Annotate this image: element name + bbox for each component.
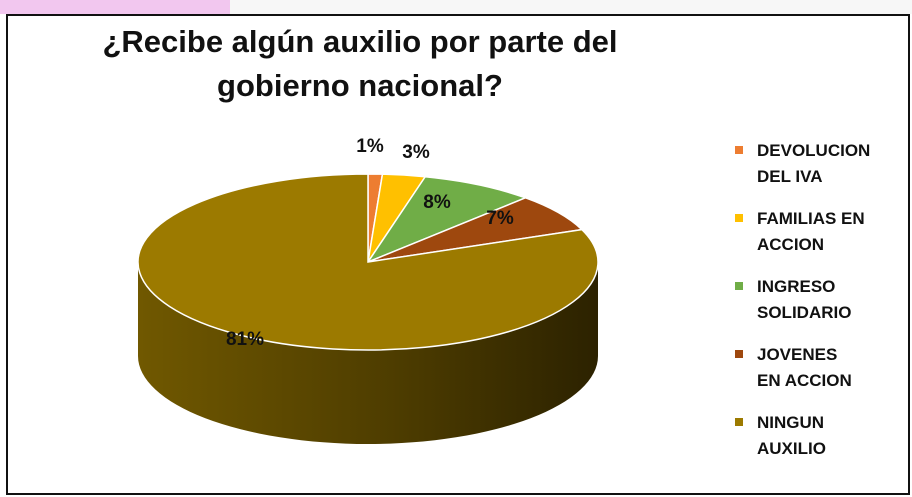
data-label: 81% — [226, 329, 264, 350]
legend-item: NINGUN AUXILIO — [735, 410, 905, 462]
data-label: 7% — [486, 208, 514, 229]
pie-slice-side — [138, 262, 598, 444]
legend-label: NINGUN AUXILIO — [757, 413, 826, 458]
legend-item: JOVENES EN ACCION — [735, 342, 905, 394]
data-label: 8% — [423, 192, 451, 213]
legend-swatch — [735, 146, 743, 154]
legend-label: JOVENES EN ACCION — [757, 345, 852, 390]
legend-swatch — [735, 350, 743, 358]
legend-item: FAMILIAS EN ACCION — [735, 206, 905, 258]
chart-title: ¿Recibe algún auxilio por parte del gobi… — [102, 24, 618, 103]
legend-item: INGRESO SOLIDARIO — [735, 274, 905, 326]
pie-slice — [137, 173, 599, 351]
legend-label: INGRESO SOLIDARIO — [757, 277, 852, 322]
pie-slice — [367, 197, 584, 263]
pie-slice — [366, 175, 528, 264]
legend-label: FAMILIAS EN ACCION — [757, 209, 865, 254]
data-label: 3% — [402, 142, 430, 163]
legend-swatch — [735, 418, 743, 426]
legend-swatch — [735, 214, 743, 222]
legend-item: DEVOLUCION DEL IVA — [735, 138, 905, 190]
legend-swatch — [735, 282, 743, 290]
chart-legend: DEVOLUCION DEL IVA FAMILIAS EN ACCION INGR… — [735, 138, 905, 478]
background-decoration — [0, 0, 912, 14]
legend-label: DEVOLUCION DEL IVA — [757, 141, 871, 186]
data-label: 1% — [356, 136, 384, 157]
